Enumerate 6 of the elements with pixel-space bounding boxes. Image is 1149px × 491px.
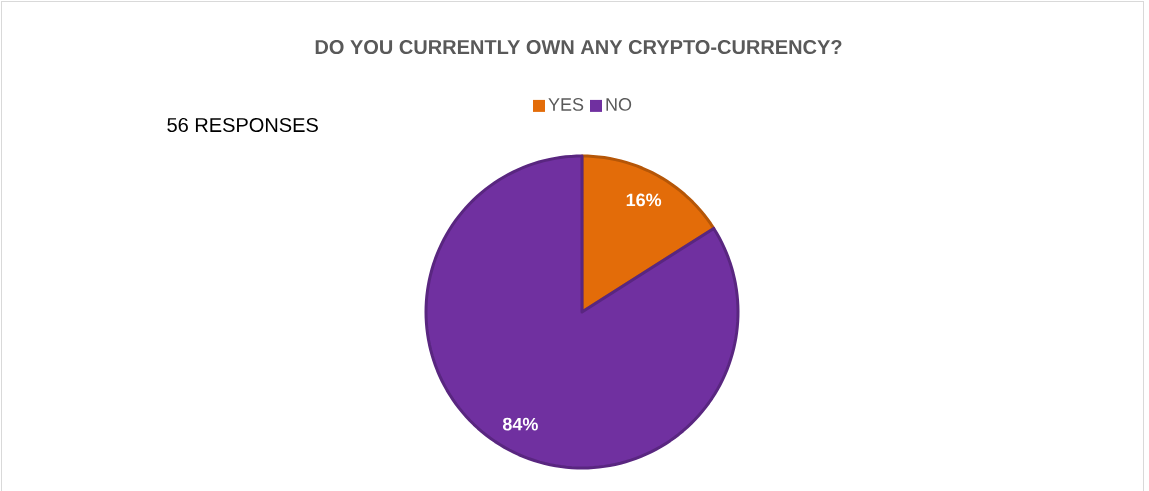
legend-label: NO — [606, 98, 632, 111]
data-label: 16% — [626, 193, 662, 207]
text: 56 RESPONSES — [167, 117, 318, 133]
data-label: 84% — [502, 417, 538, 431]
legend-label: YES — [548, 98, 584, 111]
chart-title: DO YOU CURRENTLY OWN ANY CRYPTO-CURRENCY? — [315, 39, 842, 55]
